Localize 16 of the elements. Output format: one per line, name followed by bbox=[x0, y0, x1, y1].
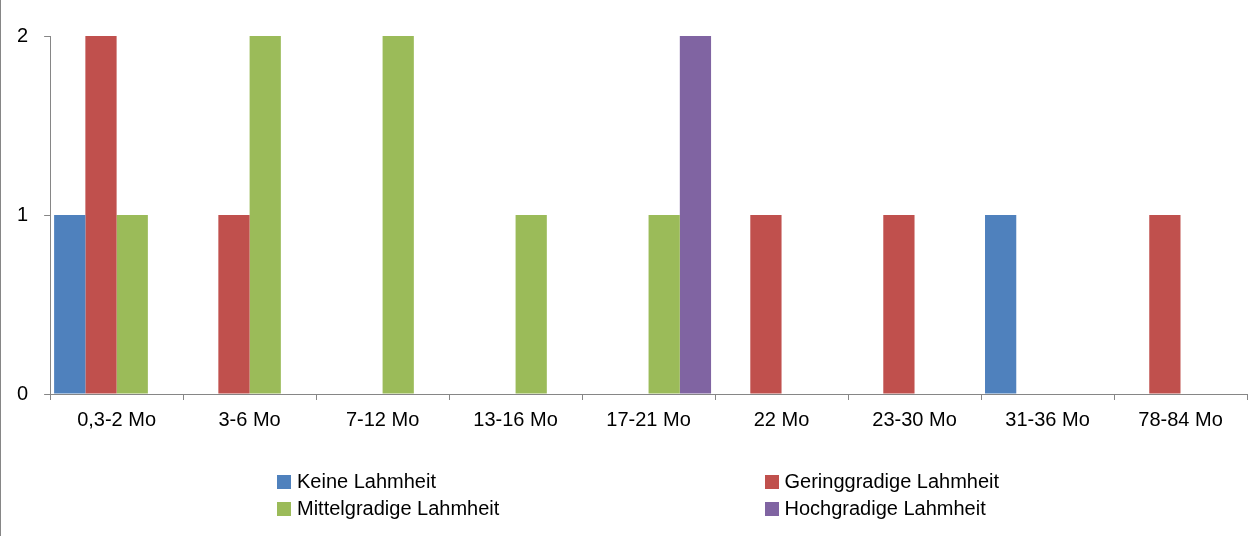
y-tick-label: 1 bbox=[17, 202, 29, 225]
y-tick-label: 0 bbox=[17, 381, 29, 404]
x-tick-label: 31-36 Mo bbox=[1005, 407, 1090, 430]
y-tick-label: 2 bbox=[17, 23, 29, 46]
x-tick-label: 22 Mo bbox=[753, 407, 810, 430]
x-tick-label: 13-16 Mo bbox=[473, 407, 558, 430]
legend-label: Mittelgradige Lahmheit bbox=[297, 497, 500, 520]
x-tick-label: 23-30 Mo bbox=[872, 407, 957, 430]
x-tick-label: 7-12 Mo bbox=[345, 407, 420, 430]
x-tick-label: 0,3-2 Mo bbox=[77, 407, 157, 430]
x-tick-label: 17-21 Mo bbox=[606, 407, 691, 430]
legend-label: Hochgradige Lahmheit bbox=[784, 497, 986, 520]
x-tick-label: 3-6 Mo bbox=[218, 407, 281, 430]
legend-label: Keine Lahmheit bbox=[297, 470, 436, 493]
legend-label: Geringgradige Lahmheit bbox=[784, 470, 1000, 493]
x-tick-label: 78-84 Mo bbox=[1138, 407, 1223, 430]
